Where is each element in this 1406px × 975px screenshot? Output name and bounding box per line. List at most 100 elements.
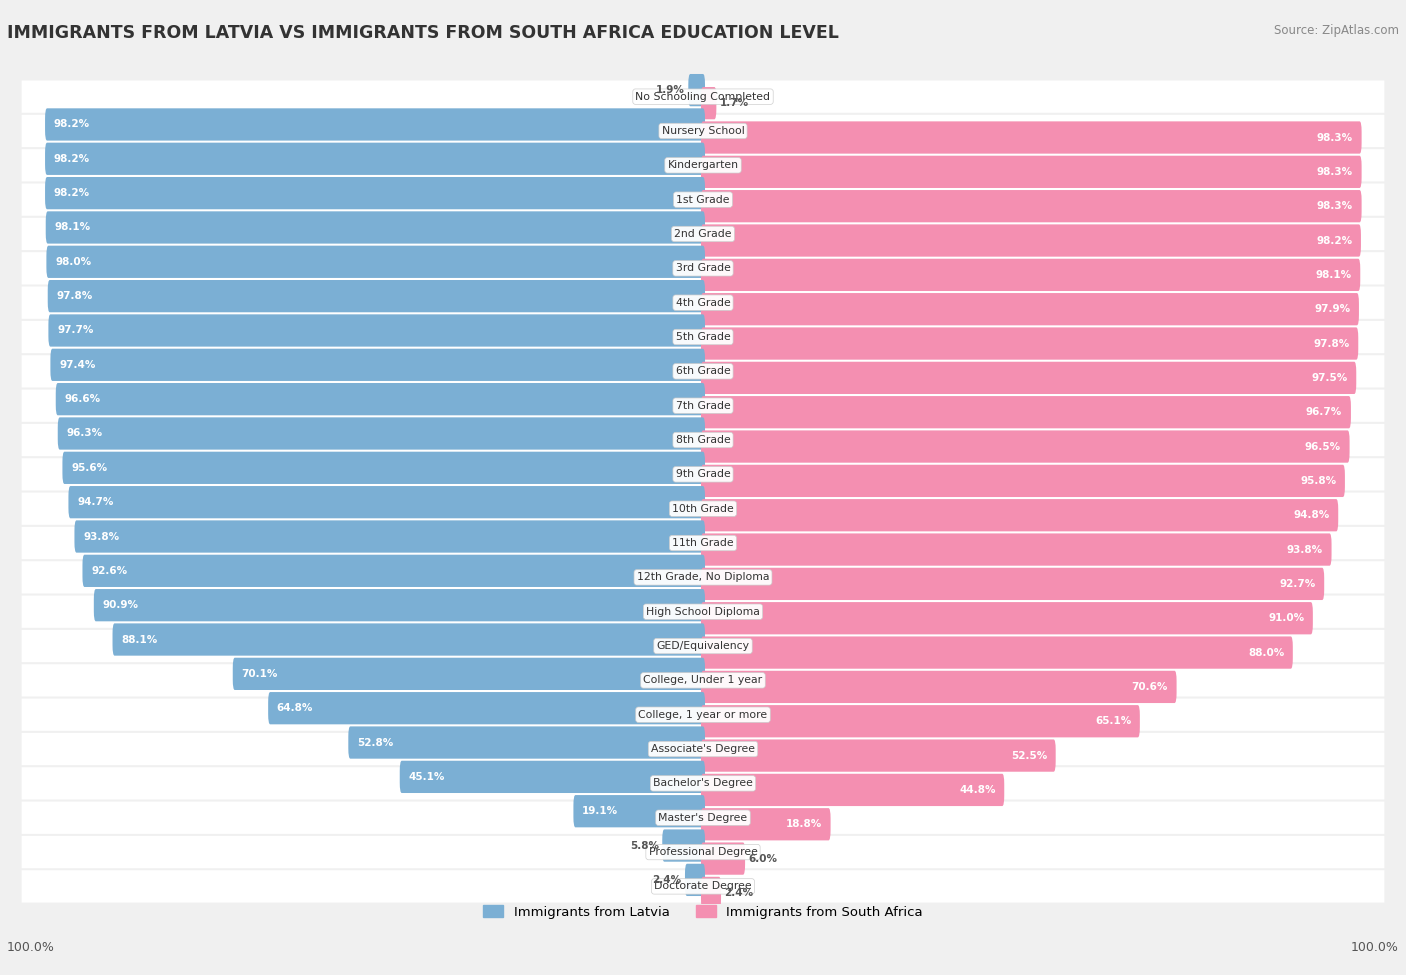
Text: 9th Grade: 9th Grade xyxy=(676,469,730,480)
Text: 96.3%: 96.3% xyxy=(66,428,103,439)
FancyBboxPatch shape xyxy=(45,108,704,140)
Text: 5.8%: 5.8% xyxy=(630,840,659,850)
Text: 97.9%: 97.9% xyxy=(1315,304,1350,314)
Text: 8th Grade: 8th Grade xyxy=(676,435,730,445)
Text: 5th Grade: 5th Grade xyxy=(676,332,730,342)
Text: 98.2%: 98.2% xyxy=(53,188,90,198)
Text: 18.8%: 18.8% xyxy=(786,819,823,830)
FancyBboxPatch shape xyxy=(21,733,1385,765)
Text: Nursery School: Nursery School xyxy=(662,126,744,136)
FancyBboxPatch shape xyxy=(269,692,704,724)
Text: 88.1%: 88.1% xyxy=(121,635,157,644)
Text: 6th Grade: 6th Grade xyxy=(676,367,730,376)
Text: 70.1%: 70.1% xyxy=(242,669,278,679)
FancyBboxPatch shape xyxy=(21,871,1385,903)
Text: 92.6%: 92.6% xyxy=(91,566,128,576)
FancyBboxPatch shape xyxy=(702,293,1360,326)
FancyBboxPatch shape xyxy=(58,417,704,449)
FancyBboxPatch shape xyxy=(702,258,1360,291)
FancyBboxPatch shape xyxy=(399,760,704,793)
FancyBboxPatch shape xyxy=(702,671,1177,703)
FancyBboxPatch shape xyxy=(349,726,704,759)
Text: 98.3%: 98.3% xyxy=(1317,167,1353,176)
FancyBboxPatch shape xyxy=(21,81,1385,113)
Text: 96.6%: 96.6% xyxy=(65,394,101,405)
FancyBboxPatch shape xyxy=(21,698,1385,731)
FancyBboxPatch shape xyxy=(702,842,745,875)
FancyBboxPatch shape xyxy=(702,396,1351,428)
FancyBboxPatch shape xyxy=(75,521,704,553)
FancyBboxPatch shape xyxy=(702,877,721,909)
FancyBboxPatch shape xyxy=(21,287,1385,319)
FancyBboxPatch shape xyxy=(702,603,1313,635)
Text: Kindergarten: Kindergarten xyxy=(668,160,738,171)
Text: Doctorate Degree: Doctorate Degree xyxy=(654,881,752,891)
Text: 97.5%: 97.5% xyxy=(1312,372,1347,383)
Text: 88.0%: 88.0% xyxy=(1249,647,1284,657)
FancyBboxPatch shape xyxy=(83,555,704,587)
Text: 6.0%: 6.0% xyxy=(748,853,778,864)
Text: No Schooling Completed: No Schooling Completed xyxy=(636,92,770,101)
FancyBboxPatch shape xyxy=(702,739,1056,772)
Text: 65.1%: 65.1% xyxy=(1095,717,1132,726)
FancyBboxPatch shape xyxy=(21,562,1385,594)
FancyBboxPatch shape xyxy=(702,637,1292,669)
FancyBboxPatch shape xyxy=(702,533,1331,566)
FancyBboxPatch shape xyxy=(94,589,704,621)
FancyBboxPatch shape xyxy=(21,664,1385,696)
FancyBboxPatch shape xyxy=(21,458,1385,490)
Text: 19.1%: 19.1% xyxy=(582,806,619,816)
Text: 98.2%: 98.2% xyxy=(53,120,90,130)
Text: 44.8%: 44.8% xyxy=(959,785,995,795)
FancyBboxPatch shape xyxy=(51,349,704,381)
Text: 1.7%: 1.7% xyxy=(720,98,749,108)
FancyBboxPatch shape xyxy=(702,87,717,119)
Text: 98.3%: 98.3% xyxy=(1317,201,1353,212)
FancyBboxPatch shape xyxy=(702,224,1361,256)
Text: Bachelor's Degree: Bachelor's Degree xyxy=(652,778,754,789)
FancyBboxPatch shape xyxy=(21,526,1385,560)
FancyBboxPatch shape xyxy=(21,424,1385,456)
Text: 97.4%: 97.4% xyxy=(59,360,96,370)
Text: 2.4%: 2.4% xyxy=(724,888,754,898)
FancyBboxPatch shape xyxy=(21,253,1385,285)
FancyBboxPatch shape xyxy=(685,864,704,896)
FancyBboxPatch shape xyxy=(21,355,1385,387)
Text: 96.5%: 96.5% xyxy=(1305,442,1341,451)
FancyBboxPatch shape xyxy=(21,801,1385,834)
Text: 98.1%: 98.1% xyxy=(1316,270,1351,280)
Text: 98.2%: 98.2% xyxy=(1316,236,1353,246)
FancyBboxPatch shape xyxy=(702,121,1361,154)
FancyBboxPatch shape xyxy=(702,190,1361,222)
Text: 95.8%: 95.8% xyxy=(1301,476,1336,486)
FancyBboxPatch shape xyxy=(702,430,1350,463)
Text: 98.2%: 98.2% xyxy=(53,154,90,164)
Text: 96.7%: 96.7% xyxy=(1306,408,1343,417)
Text: 94.7%: 94.7% xyxy=(77,497,114,507)
FancyBboxPatch shape xyxy=(112,623,704,655)
Text: 97.8%: 97.8% xyxy=(56,292,93,301)
FancyBboxPatch shape xyxy=(62,451,704,484)
Text: 64.8%: 64.8% xyxy=(277,703,314,713)
Text: 3rd Grade: 3rd Grade xyxy=(675,263,731,273)
FancyBboxPatch shape xyxy=(574,795,704,828)
Text: 70.6%: 70.6% xyxy=(1132,682,1168,692)
FancyBboxPatch shape xyxy=(21,767,1385,800)
Text: 97.8%: 97.8% xyxy=(1313,338,1350,348)
Legend: Immigrants from Latvia, Immigrants from South Africa: Immigrants from Latvia, Immigrants from … xyxy=(478,900,928,924)
Text: 100.0%: 100.0% xyxy=(7,941,55,954)
Text: 94.8%: 94.8% xyxy=(1294,510,1330,521)
Text: Professional Degree: Professional Degree xyxy=(648,847,758,857)
FancyBboxPatch shape xyxy=(21,217,1385,251)
Text: Associate's Degree: Associate's Degree xyxy=(651,744,755,754)
FancyBboxPatch shape xyxy=(702,499,1339,531)
FancyBboxPatch shape xyxy=(21,321,1385,353)
Text: 11th Grade: 11th Grade xyxy=(672,538,734,548)
Text: 93.8%: 93.8% xyxy=(83,531,120,541)
FancyBboxPatch shape xyxy=(56,383,704,415)
Text: 45.1%: 45.1% xyxy=(408,772,444,782)
Text: 90.9%: 90.9% xyxy=(103,601,139,610)
FancyBboxPatch shape xyxy=(69,486,704,519)
Text: 91.0%: 91.0% xyxy=(1268,613,1305,623)
FancyBboxPatch shape xyxy=(21,492,1385,525)
